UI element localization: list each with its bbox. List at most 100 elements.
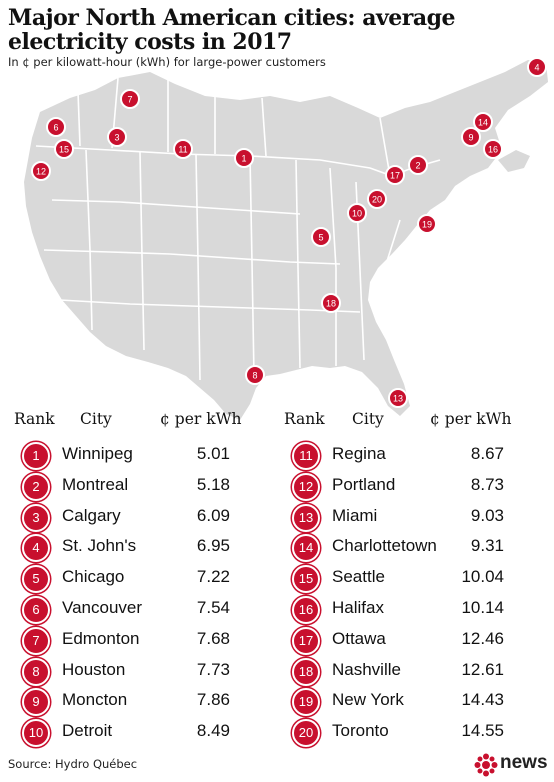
chart-subtitle: In ¢ per kilowatt-hour (kWh) for large-p… bbox=[8, 55, 326, 69]
table-row: 1 Winnipeg 5.01 bbox=[22, 442, 272, 470]
price-value: 12.61 bbox=[461, 660, 504, 679]
price-value: 7.86 bbox=[196, 690, 230, 709]
city-name: Nashville bbox=[332, 660, 401, 679]
rank-badge: 18 bbox=[292, 658, 320, 686]
header-value-left: ¢ per kWh bbox=[160, 410, 242, 428]
city-name: Regina bbox=[332, 444, 386, 463]
city-name: Seattle bbox=[332, 567, 385, 586]
price-value: 7.22 bbox=[196, 567, 230, 586]
header-city-right: City bbox=[352, 410, 384, 428]
price-value: 7.54 bbox=[196, 598, 230, 617]
map-marker: 6 bbox=[46, 117, 66, 137]
table-row: 17 Ottawa 12.46 bbox=[292, 627, 542, 655]
price-value: 10.14 bbox=[461, 598, 504, 617]
map-marker: 2 bbox=[408, 155, 428, 175]
svg-text:5: 5 bbox=[318, 233, 323, 243]
map-marker: 16 bbox=[483, 139, 503, 159]
city-name: Ottawa bbox=[332, 629, 386, 648]
map-marker: 20 bbox=[367, 189, 387, 209]
source-note: Source: Hydro Québec bbox=[8, 757, 138, 771]
city-name: Houston bbox=[62, 660, 126, 679]
header-value-right: ¢ per kWh bbox=[430, 410, 512, 428]
price-value: 10.04 bbox=[461, 567, 504, 586]
table-row: 15 Seattle 10.04 bbox=[292, 565, 542, 593]
city-name: Montreal bbox=[62, 475, 129, 494]
header-rank-left: Rank bbox=[14, 410, 55, 428]
price-value: 14.43 bbox=[461, 690, 504, 709]
table-row: 16 Halifax 10.14 bbox=[292, 596, 542, 624]
rank-badge: 20 bbox=[292, 719, 320, 747]
city-name: Charlottetown bbox=[332, 536, 437, 555]
price-value: 7.68 bbox=[196, 629, 230, 648]
svg-text:14: 14 bbox=[478, 118, 488, 128]
rank-badge: 12 bbox=[292, 473, 320, 501]
logo-text: news bbox=[500, 752, 548, 773]
rank-badge: 3 bbox=[22, 504, 50, 532]
map-marker: 8 bbox=[245, 365, 265, 385]
table-row: 4 St. John's 6.95 bbox=[22, 534, 272, 562]
map-landmass bbox=[24, 60, 548, 420]
map-marker: 12 bbox=[31, 161, 51, 181]
svg-text:9: 9 bbox=[468, 133, 473, 143]
rank-badge: 13 bbox=[292, 504, 320, 532]
city-name: Miami bbox=[332, 506, 378, 525]
map-marker: 13 bbox=[388, 388, 408, 408]
city-name: Winnipeg bbox=[62, 444, 133, 463]
svg-text:12: 12 bbox=[36, 167, 46, 177]
city-name: Chicago bbox=[62, 567, 125, 586]
rank-badge: 16 bbox=[292, 596, 320, 624]
price-value: 6.09 bbox=[196, 506, 230, 525]
svg-text:7: 7 bbox=[127, 95, 132, 105]
map-marker: 4 bbox=[527, 57, 547, 77]
map-marker: 17 bbox=[385, 165, 405, 185]
price-value: 14.55 bbox=[461, 721, 504, 740]
rank-badge: 17 bbox=[292, 627, 320, 655]
rank-badge: 11 bbox=[292, 442, 320, 470]
rank-badge: 15 bbox=[292, 565, 320, 593]
svg-text:11: 11 bbox=[178, 145, 187, 155]
city-name: St. John's bbox=[62, 536, 137, 555]
price-value: 9.31 bbox=[470, 536, 504, 555]
svg-text:16: 16 bbox=[488, 145, 498, 155]
svg-text:20: 20 bbox=[372, 195, 382, 205]
price-value: 6.95 bbox=[196, 536, 230, 555]
svg-text:18: 18 bbox=[326, 299, 336, 309]
rank-badge: 4 bbox=[22, 534, 50, 562]
map-marker: 7 bbox=[120, 89, 140, 109]
svg-text:2: 2 bbox=[415, 161, 420, 171]
rank-badge: 7 bbox=[22, 627, 50, 655]
city-name: Toronto bbox=[332, 721, 389, 740]
map-marker: 3 bbox=[107, 127, 127, 147]
svg-text:1: 1 bbox=[241, 154, 246, 164]
table-row: 11 Regina 8.67 bbox=[292, 442, 542, 470]
table-row: 5 Chicago 7.22 bbox=[22, 565, 272, 593]
price-value: 8.67 bbox=[470, 444, 504, 463]
rank-badge: 5 bbox=[22, 565, 50, 593]
chart-title: Major North American cities: average ele… bbox=[8, 5, 455, 55]
price-value: 5.01 bbox=[196, 444, 230, 463]
rank-badge: 6 bbox=[22, 596, 50, 624]
map-marker: 14 bbox=[473, 112, 493, 132]
city-name: Edmonton bbox=[62, 629, 140, 648]
svg-text:19: 19 bbox=[422, 220, 432, 230]
svg-text:10: 10 bbox=[352, 209, 362, 219]
city-name: Detroit bbox=[62, 721, 113, 740]
price-value: 7.73 bbox=[196, 660, 230, 679]
rank-badge: 10 bbox=[22, 719, 50, 747]
map-marker: 1 bbox=[234, 148, 254, 168]
svg-text:4: 4 bbox=[534, 63, 539, 73]
svg-text:17: 17 bbox=[390, 171, 400, 181]
map-boundaries bbox=[35, 72, 441, 381]
map-marker: 15 bbox=[54, 139, 74, 159]
table-row: 18 Nashville 12.61 bbox=[292, 658, 542, 686]
svg-text:3: 3 bbox=[114, 133, 119, 143]
table-row: 13 Miami 9.03 bbox=[292, 504, 542, 532]
price-value: 12.46 bbox=[461, 629, 504, 648]
table-row: 2 Montreal 5.18 bbox=[22, 473, 272, 501]
header-city-left: City bbox=[80, 410, 112, 428]
city-name: Moncton bbox=[62, 690, 128, 709]
table-row: 3 Calgary 6.09 bbox=[22, 504, 272, 532]
rank-badge: 9 bbox=[22, 688, 50, 716]
